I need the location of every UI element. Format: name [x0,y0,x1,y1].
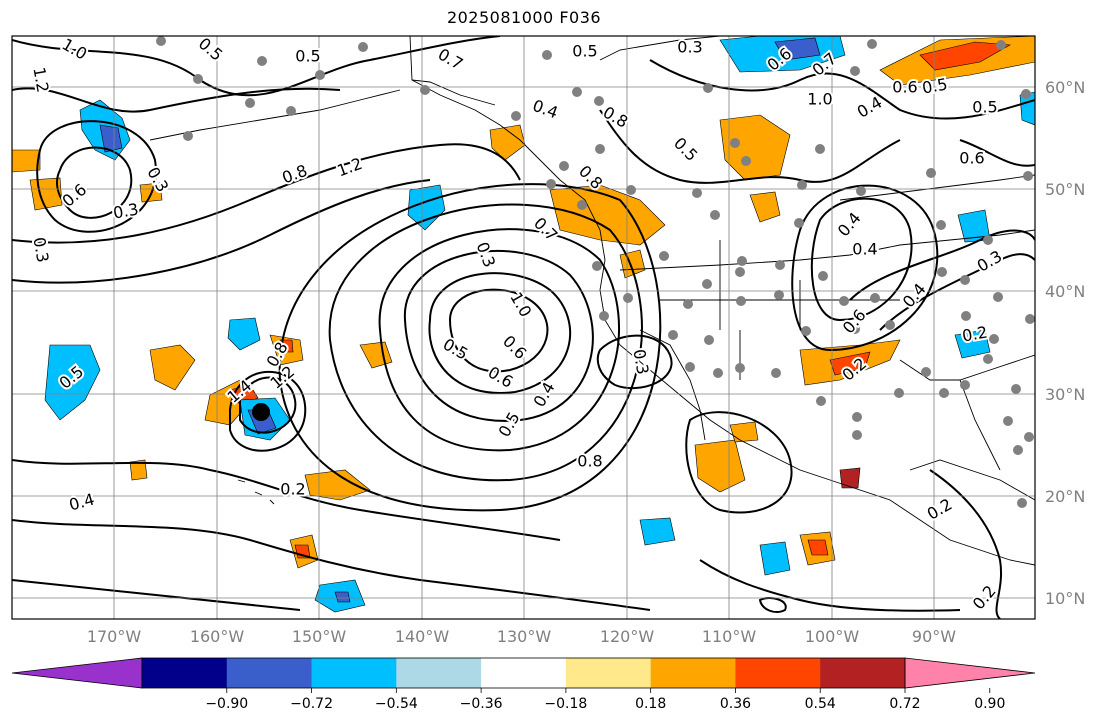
latitude-label: 20°N [1045,487,1085,506]
colorbar-tick-label: 0.72 [889,696,920,712]
contour-label: 1.0 [807,90,832,109]
colorbar-tick-label: −0.54 [375,696,418,712]
longitude-label: 130°W [497,627,552,646]
latitude-label: 10°N [1045,589,1085,608]
colorbar-tick-label: 0.36 [720,696,751,712]
longitude-label: 140°W [395,627,450,646]
colorbar-extend-max [904,657,1036,689]
map-frame [11,35,1036,620]
grey-dots [156,36,1035,508]
contour-label: 0.6 [892,78,917,97]
colorbar-segment [481,658,567,688]
contour-label: 0.5 [572,42,597,61]
colorbar-segment [396,658,482,688]
map-panel: 1.01.20.5 0.5 0.7 0.30.8 1.20.6 0.71.00.6 0.50… [12,36,1035,619]
colorbar-tick-label: −0.18 [544,696,587,712]
contour-label: 1.2 [29,66,52,94]
colorbar-segment [735,658,821,688]
colorbar-segment [311,658,397,688]
contour-label: 0.3 [677,38,702,57]
longitude-label: 160°W [190,627,245,646]
colorbar-tick-label: 0.54 [805,696,836,712]
latitude-label: 30°N [1045,385,1085,404]
colorbar: −0.90 −0.72 −0.54 −0.36 −0.18 0.18 0.36 0.54 0.7… [11,657,1036,712]
colorbar-tick-label: −0.72 [290,696,333,712]
contour-label: 0.8 [577,452,602,471]
map-title: 2025081000 F036 [446,8,602,27]
latitude-label: 40°N [1045,282,1085,301]
colorbar-extend-min [11,657,143,689]
latitude-label: 60°N [1045,78,1085,97]
shaded-anomalies [12,36,1035,613]
colorbar-segment [142,658,228,688]
colorbar-tick-label: 0.18 [635,696,666,712]
storm-center-marker [252,403,270,421]
longitude-label: 100°W [805,627,860,646]
contour-label: 0.6 [959,149,984,168]
colorbar-tick-label: −0.36 [460,696,503,712]
contour-label: 0.5 [295,47,320,66]
longitude-label: 150°W [292,627,347,646]
colorbar-tick-label: 0.90 [974,696,1005,712]
longitude-label: 170°W [87,627,142,646]
latitude-axis: 60°N 50°N 40°N 30°N 20°N 10°N [1045,78,1085,608]
longitude-label: 90°W [912,627,956,646]
latitude-label: 50°N [1045,180,1085,199]
contour-label: 0.4 [852,240,877,259]
colorbar-segment [820,658,906,688]
colorbar-segment [226,658,313,688]
contour-label: 0.2 [280,480,305,499]
contour-lines [12,36,1035,619]
contour-label: 0.5 [972,98,997,117]
longitude-label: 110°W [702,627,757,646]
longitude-axis: 170°W 160°W 150°W 140°W 130°W 120°W 110°… [87,627,956,646]
colorbar-outline [141,657,906,689]
colorbar-segments [11,657,1036,689]
colorbar-segment [650,658,736,688]
colorbar-tick-label: −0.90 [205,696,248,712]
gridlines [12,36,1035,619]
longitude-label: 120°W [600,627,655,646]
colorbar-segment [565,658,652,688]
colorbar-ticks: −0.90 −0.72 −0.54 −0.36 −0.18 0.18 0.36 0.54 0.7… [205,688,1005,712]
